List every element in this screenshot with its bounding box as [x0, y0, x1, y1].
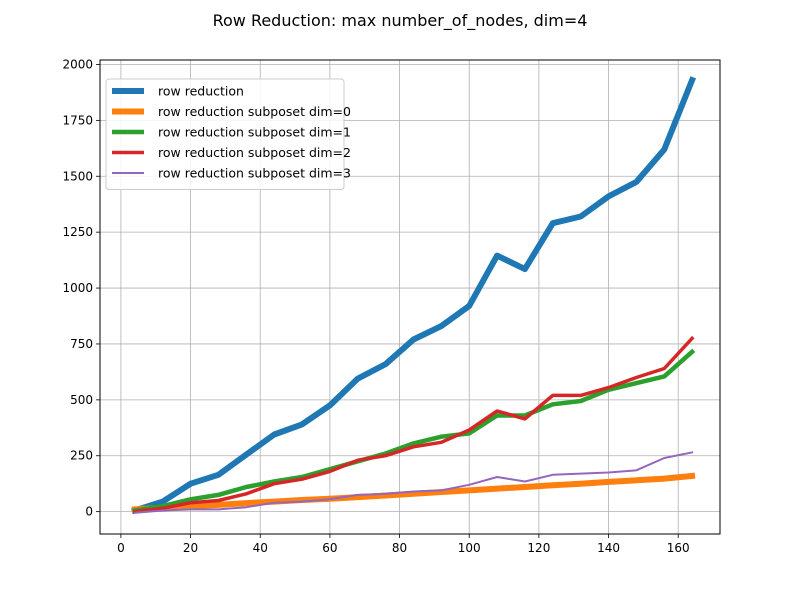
legend: row reduction row reduction subposet dim=… — [105, 78, 351, 190]
y-tick-label: 1250 — [62, 225, 93, 239]
legend-label: row reduction subposet dim=1 — [158, 125, 351, 140]
x-tick-label: 120 — [527, 541, 550, 555]
y-tick-label: 0 — [85, 505, 93, 519]
x-tick-label: 80 — [392, 541, 407, 555]
y-tick-label: 500 — [70, 393, 93, 407]
legend-label: row reduction subposet dim=2 — [158, 145, 351, 160]
legend-label: row reduction subposet dim=3 — [158, 166, 351, 181]
series-line — [131, 76, 697, 515]
axes: 0 20 40 60 80 100 120 140 160 0 250 500 750 1000 1250 1… — [62, 57, 689, 555]
series-line — [132, 348, 696, 514]
legend-label: row reduction — [158, 84, 244, 99]
x-tick-label: 40 — [253, 541, 268, 555]
y-tick-label: 2000 — [62, 57, 93, 71]
x-tick-label: 160 — [667, 541, 690, 555]
x-tick-label: 140 — [597, 541, 620, 555]
x-tick-label: 60 — [322, 541, 337, 555]
series-line — [131, 472, 696, 513]
y-tick-label: 1500 — [62, 169, 93, 183]
y-tick-label: 750 — [70, 337, 93, 351]
x-tick-label: 0 — [117, 541, 125, 555]
series-line — [133, 451, 694, 514]
legend-label: row reduction subposet dim=0 — [158, 104, 351, 119]
plot-frame — [99, 59, 721, 535]
legend-box — [105, 78, 345, 190]
series-line — [132, 335, 695, 514]
chart-title: Row Reduction: max number_of_nodes, dim=… — [213, 11, 588, 31]
y-tick-label: 250 — [70, 449, 93, 463]
y-tick-label: 1750 — [62, 113, 93, 127]
x-tick-label: 20 — [183, 541, 198, 555]
series-group — [131, 76, 697, 515]
x-tick-label: 100 — [458, 541, 481, 555]
y-tick-label: 1000 — [62, 281, 93, 295]
